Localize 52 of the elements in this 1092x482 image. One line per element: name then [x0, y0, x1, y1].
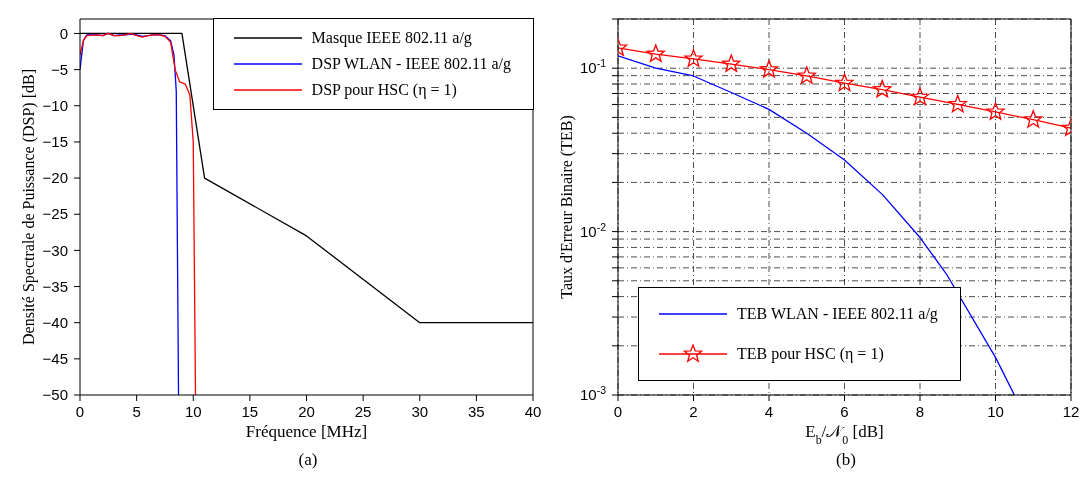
x-tick-label: 40: [524, 403, 542, 420]
y-axis-title: Taux d'Erreur Binaire (TEB): [557, 115, 576, 299]
point: [684, 49, 703, 67]
x-tick-label: 0: [613, 403, 623, 420]
y-tick-label: 10$^{-3}$: [579, 384, 607, 404]
y-tick-label: −50: [42, 386, 68, 404]
point: [646, 44, 665, 63]
legend-label: DSP WLAN - IEEE 802.11 a/g: [311, 55, 511, 73]
y-tick-label: −45: [42, 350, 68, 368]
x-tick-label: 20: [298, 403, 315, 420]
y-tick-label: −15: [42, 133, 68, 151]
point: [722, 54, 741, 72]
x-tick-label: 35: [468, 403, 485, 420]
point: [1024, 110, 1043, 128]
point: [797, 66, 816, 84]
x-tick-label: 8: [915, 403, 925, 420]
y-tick-label: −35: [42, 277, 68, 295]
x-tick-label: 5: [132, 403, 141, 420]
x-tick-label: 6: [840, 403, 849, 420]
y-axis-title: Densité Spectrale de Puissance (DSP) [dB]: [19, 69, 38, 345]
legend-label: TEB pour HSC (η = 1): [737, 345, 884, 363]
point: [759, 59, 779, 78]
x-tick-label: 25: [354, 403, 372, 420]
y-tick-label: −10: [42, 97, 68, 115]
x-axis-title: E$_{b}$/𝒩$_{0}$ [dB]: [805, 422, 884, 447]
x-tick-label: 12: [1062, 403, 1080, 420]
point: [986, 102, 1005, 120]
x-tick-label: 2: [689, 403, 698, 420]
x-tick-label: 10: [987, 403, 1004, 420]
y-tick-label: −30: [42, 241, 68, 259]
text: (b): [835, 450, 857, 470]
legend-label: Masque IEEE 802.11 a/g: [311, 29, 472, 47]
text: (a): [297, 450, 319, 470]
y-tick-label: 10$^{-2}$: [579, 220, 607, 240]
x-axis-title: Fréquence [MHz]: [245, 422, 368, 441]
x-tick-label: 0: [75, 403, 85, 420]
legend-label: TEB WLAN - IEEE 802.11 a/g: [737, 305, 938, 323]
x-tick-label: 4: [764, 403, 774, 420]
y-tick-label: −5: [50, 60, 68, 78]
y-tick-label: 0: [59, 24, 68, 42]
x-tick-label: 15: [241, 403, 259, 420]
x-tick-label: 30: [411, 403, 429, 420]
y-tick-label: −20: [42, 169, 68, 187]
point: [910, 87, 930, 106]
y-tick-label: 10$^{-1}$: [579, 57, 607, 77]
point: [873, 79, 892, 98]
point: [948, 94, 967, 113]
y-tick-label: −40: [42, 313, 68, 331]
legend-label: DSP pour HSC (η = 1): [311, 81, 457, 99]
point: [835, 73, 854, 92]
x-tick-label: 10: [184, 403, 202, 420]
y-tick-label: −25: [42, 205, 68, 223]
